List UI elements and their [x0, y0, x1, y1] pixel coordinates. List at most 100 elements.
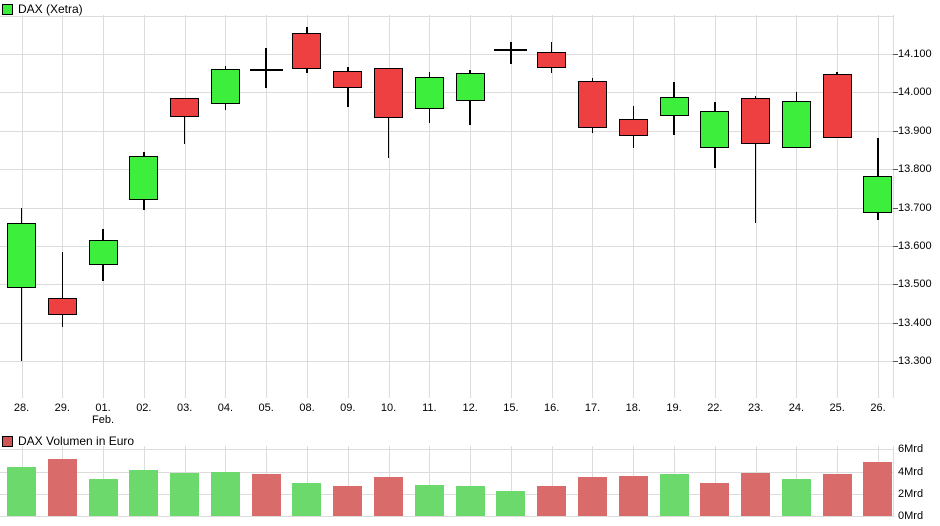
price-axis-tick — [893, 207, 898, 209]
candle-wick — [265, 48, 267, 89]
doji-open-close-line — [249, 68, 283, 72]
vertical-gridline — [674, 15, 676, 398]
x-axis-label: 18. — [625, 402, 641, 414]
candle-18. — [618, 119, 648, 136]
horizontal-gridline — [0, 322, 893, 324]
vertical-gridline — [306, 15, 308, 398]
volume-bar-28. — [7, 467, 36, 517]
x-axis-label: 08. — [299, 402, 315, 414]
candle-16. — [537, 52, 567, 68]
volume-bar-26. — [863, 461, 893, 517]
candle-08. — [292, 32, 322, 69]
volume-bar-03. — [170, 472, 200, 517]
vertical-gridline — [306, 446, 308, 517]
candle-19. — [659, 96, 689, 116]
horizontal-gridline — [0, 471, 893, 473]
price-axis-label: 14.100 — [898, 48, 932, 60]
volume-bar-08. — [292, 482, 322, 517]
candle-12. — [455, 73, 485, 101]
price-axis-label: 13.700 — [898, 201, 932, 214]
volume-bar-19. — [659, 473, 689, 517]
price-axis-label: 13.900 — [898, 124, 932, 137]
volume-bar-05. — [251, 473, 281, 517]
x-axis-label: 10. — [380, 402, 397, 414]
vertical-gridline — [103, 15, 105, 398]
x-axis-label: 23. — [747, 402, 764, 414]
volume-bar-11. — [414, 485, 444, 517]
x-axis-label: 03. — [176, 402, 193, 414]
vertical-gridline — [62, 15, 64, 398]
candle-29. — [47, 297, 77, 316]
horizontal-gridline — [0, 449, 893, 451]
price-axis-label: 14.000 — [898, 86, 932, 99]
volume-bar-25. — [822, 473, 852, 517]
vertical-gridline — [429, 446, 431, 517]
volume-chart-title: DAX Volumen in Euro — [18, 434, 135, 448]
vertical-gridline — [551, 15, 553, 398]
vertical-gridline — [184, 15, 186, 398]
plot-right-edge — [893, 15, 894, 398]
volume-bar-01. — [88, 479, 118, 517]
volume-bar-18. — [618, 476, 648, 517]
volume-bar-16. — [537, 486, 567, 517]
candle-wick — [61, 251, 64, 327]
volume-bar-12. — [455, 486, 485, 517]
vertical-gridline — [347, 15, 349, 398]
candle-23. — [741, 98, 771, 145]
vertical-gridline — [714, 15, 716, 398]
candle-26. — [863, 176, 893, 214]
volume-bar-22. — [700, 482, 730, 517]
volume-bar-15. — [496, 490, 526, 517]
volume-axis-label: 2Mrd — [898, 488, 924, 500]
vertical-gridline — [429, 15, 431, 398]
candle-02. — [129, 155, 159, 200]
volume-bar-23. — [741, 472, 771, 517]
candle-wick — [754, 95, 757, 223]
horizontal-gridline — [0, 207, 893, 209]
volume-axis-label: 0Mrd — [898, 510, 924, 523]
x-axis-label: 19. — [666, 402, 682, 414]
price-axis-label: 13.800 — [898, 163, 932, 176]
x-axis-label: 17. — [584, 402, 601, 414]
horizontal-gridline — [0, 284, 893, 286]
price-axis-tick — [893, 169, 898, 171]
x-axis-label: 25. — [829, 402, 845, 414]
x-axis-label: 28. — [13, 402, 30, 414]
horizontal-gridline — [0, 494, 893, 495]
price-chart-legend: DAX (Xetra) — [2, 2, 83, 16]
vertical-gridline — [388, 15, 390, 398]
x-axis-label: 22. — [707, 402, 723, 414]
x-axis-label: 01. — [95, 402, 111, 414]
horizontal-gridline — [0, 361, 893, 363]
candle-11. — [414, 76, 444, 110]
vertical-gridline — [633, 15, 635, 398]
candle-03. — [170, 98, 200, 118]
candle-10. — [374, 67, 404, 119]
vertical-gridline — [347, 446, 349, 517]
x-axis-label: 12. — [462, 402, 478, 414]
candle-09. — [333, 70, 363, 89]
volume-bar-10. — [374, 477, 404, 517]
doji-open-close-line — [494, 48, 528, 52]
candle-22. — [700, 110, 730, 149]
candle-28. — [7, 222, 36, 289]
price-axis-tick — [893, 284, 898, 286]
volume-axis-label: 6Mrd — [898, 443, 924, 456]
price-axis-tick — [893, 361, 898, 363]
vertical-gridline — [551, 446, 553, 517]
vertical-gridline — [21, 15, 23, 398]
vertical-gridline — [796, 15, 798, 398]
vertical-gridline — [510, 446, 512, 517]
x-axis-label: 24. — [788, 402, 805, 414]
price-axis-tick — [893, 246, 898, 247]
price-chart-title: DAX (Xetra) — [18, 2, 83, 16]
vertical-gridline — [714, 446, 716, 517]
candle-17. — [577, 80, 607, 129]
volume-bar-17. — [577, 477, 607, 517]
horizontal-gridline — [0, 516, 893, 518]
price-axis-tick — [893, 54, 898, 55]
x-axis-label: 15. — [503, 402, 519, 414]
vertical-gridline — [266, 15, 268, 398]
horizontal-gridline — [0, 54, 893, 55]
candle-04. — [210, 69, 240, 104]
